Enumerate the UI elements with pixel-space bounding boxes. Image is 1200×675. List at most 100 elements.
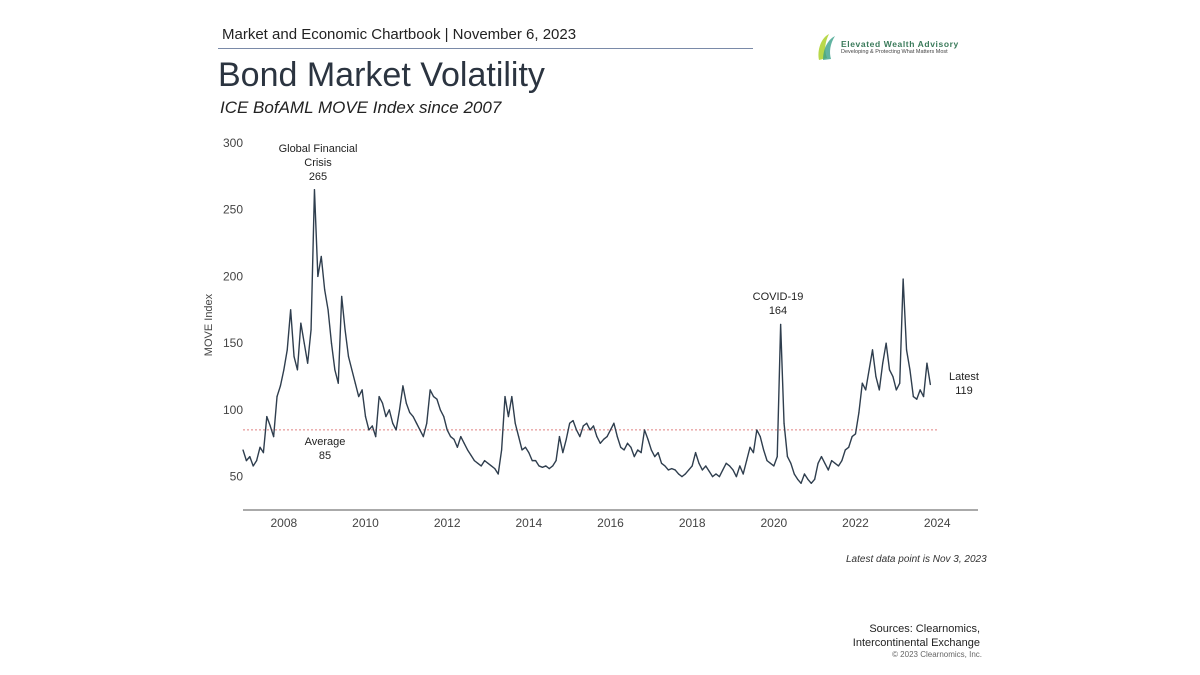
data-point <box>310 329 312 331</box>
x-tick-label: 2010 <box>352 516 379 530</box>
data-point <box>922 395 925 398</box>
data-point <box>650 449 652 451</box>
data-point <box>293 355 295 358</box>
data-point <box>902 278 904 280</box>
data-point <box>742 473 744 475</box>
data-point <box>501 449 503 451</box>
data-point <box>684 473 686 475</box>
data-point <box>824 462 826 464</box>
data-point <box>861 382 863 384</box>
data-point <box>643 429 646 431</box>
data-point <box>558 436 561 438</box>
data-point <box>814 478 816 480</box>
data-point <box>504 395 506 398</box>
data-point <box>626 442 629 444</box>
data-point <box>773 465 775 467</box>
data-point <box>732 469 734 471</box>
data-point <box>364 415 367 418</box>
data-point <box>620 446 622 448</box>
data-point <box>392 422 394 424</box>
data-point <box>480 465 482 467</box>
data-point <box>926 362 928 364</box>
data-point <box>603 438 605 440</box>
data-point <box>854 433 857 435</box>
data-point <box>746 460 748 462</box>
data-point <box>446 429 448 431</box>
data-point <box>929 383 931 386</box>
data-point <box>694 452 697 454</box>
data-point <box>647 438 649 440</box>
average-value-label: 85 <box>319 450 331 462</box>
data-point <box>797 478 799 480</box>
source-line: Sources: Clearnomics, <box>869 623 980 635</box>
data-point <box>307 362 309 364</box>
data-point <box>334 369 336 371</box>
data-point <box>756 429 758 431</box>
data-point <box>518 436 520 438</box>
sources: Sources: Clearnomics, Intercontinental E… <box>853 622 980 650</box>
data-point <box>609 429 612 431</box>
move-index-line <box>242 189 932 485</box>
data-point <box>361 389 363 391</box>
data-point <box>242 449 244 451</box>
data-point <box>266 415 268 418</box>
logo-name: Elevated Wealth Advisory <box>841 39 959 49</box>
data-point <box>405 402 407 404</box>
chartbook-header: Market and Economic Chartbook | November… <box>222 26 577 43</box>
data-point <box>708 470 710 472</box>
data-point <box>616 436 618 438</box>
y-tick-label: 200 <box>223 269 243 283</box>
data-point <box>477 462 479 464</box>
data-point <box>752 452 755 454</box>
data-point <box>545 465 547 467</box>
data-point <box>671 468 673 470</box>
x-tick-label: 2024 <box>924 516 951 530</box>
data-point <box>909 369 911 371</box>
data-point <box>541 466 544 468</box>
data-point <box>688 469 690 471</box>
data-point <box>514 422 516 424</box>
data-point <box>466 449 469 451</box>
annotation-label: COVID-19 <box>753 291 804 303</box>
data-point <box>882 362 884 364</box>
data-point <box>763 449 765 451</box>
data-point <box>324 289 326 291</box>
data-point <box>562 452 564 454</box>
data-point <box>483 460 486 462</box>
x-tick-label: 2020 <box>760 516 787 530</box>
annotation-label: Crisis <box>304 157 332 169</box>
data-point <box>436 398 438 400</box>
data-point <box>681 476 683 478</box>
data-point <box>385 415 387 418</box>
page-title: Bond Market Volatility <box>218 56 545 94</box>
y-tick-label: 250 <box>223 203 243 217</box>
data-point <box>317 275 319 278</box>
data-point <box>905 349 908 351</box>
data-point <box>820 456 823 458</box>
data-point <box>848 446 850 448</box>
data-point <box>722 469 724 471</box>
data-point <box>535 460 537 462</box>
x-tick-label: 2022 <box>842 516 869 530</box>
data-point <box>912 395 914 398</box>
data-point <box>674 469 676 471</box>
data-point <box>531 460 533 462</box>
data-point <box>654 456 656 458</box>
data-point <box>667 469 669 471</box>
data-point <box>759 436 761 438</box>
copyright: © 2023 Clearnomics, Inc. <box>892 650 982 659</box>
data-point <box>487 462 489 464</box>
data-point <box>769 462 772 464</box>
data-point <box>766 460 768 462</box>
data-point <box>606 436 608 438</box>
average-label: Average <box>305 436 346 448</box>
data-point <box>803 473 806 475</box>
data-point <box>497 473 499 475</box>
data-point <box>572 419 574 422</box>
x-tick-label: 2018 <box>679 516 706 530</box>
data-point <box>810 482 812 484</box>
data-point <box>749 446 751 448</box>
data-point <box>664 465 666 467</box>
annotation-label: Global Financial <box>279 143 358 155</box>
data-point <box>538 465 540 467</box>
